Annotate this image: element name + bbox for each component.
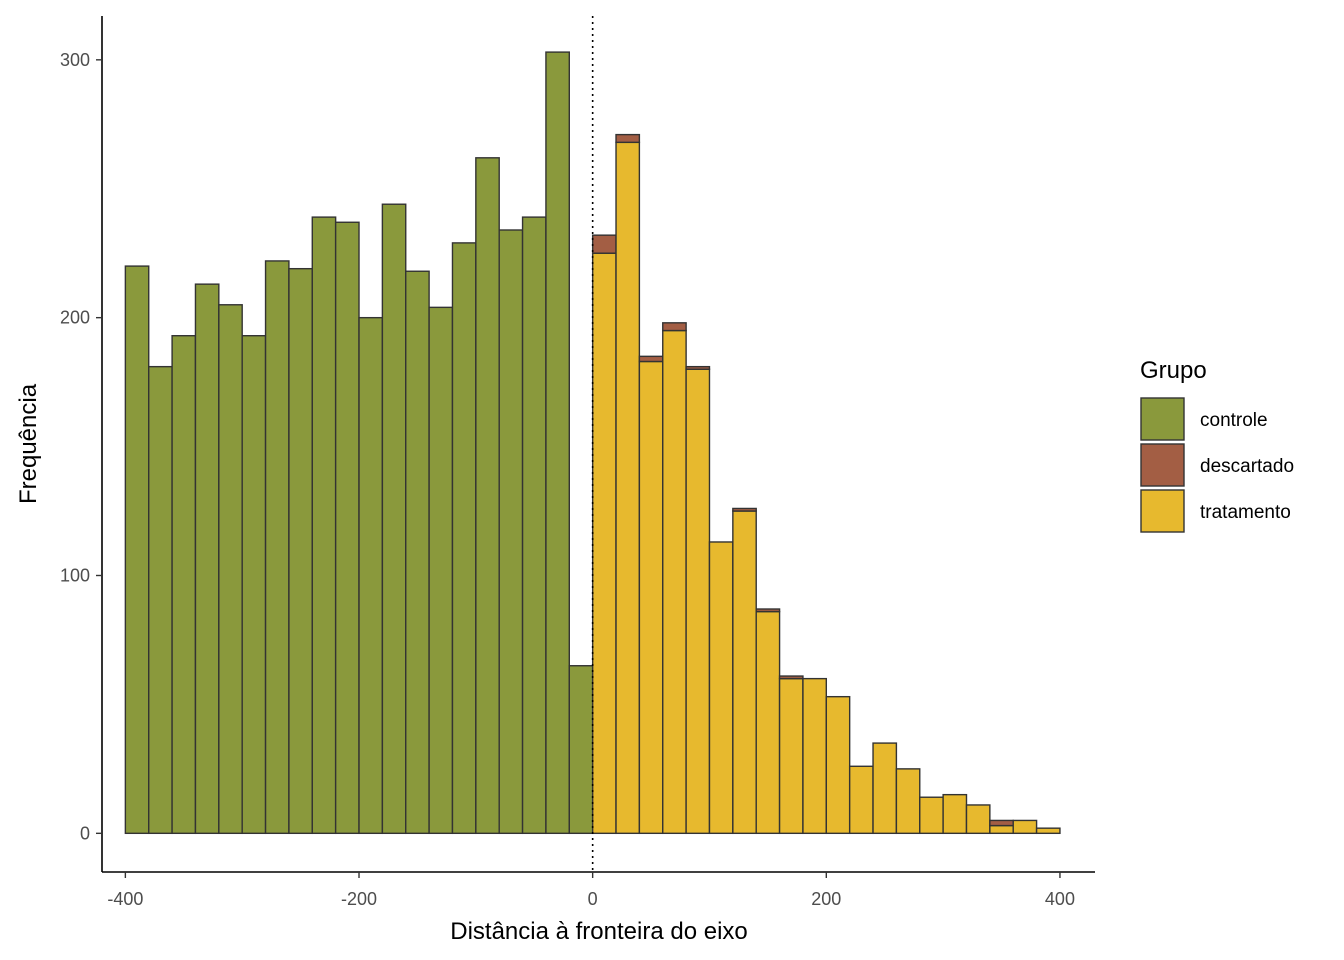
bar-controle bbox=[288, 267, 313, 835]
legend-label-descartado: descartado bbox=[1200, 456, 1294, 477]
x-tick-label: 400 bbox=[1045, 889, 1075, 909]
bar-controle bbox=[428, 306, 454, 835]
legend-label-tratamento: tratamento bbox=[1200, 502, 1291, 523]
bar-tratamento bbox=[615, 141, 641, 835]
legend-swatch-tratamento bbox=[1140, 489, 1185, 533]
bar-controle bbox=[264, 260, 290, 835]
bar-controle bbox=[148, 365, 173, 835]
bar-controle bbox=[218, 304, 243, 835]
x-tick-label: 0 bbox=[588, 889, 598, 909]
bar-controle bbox=[171, 335, 197, 835]
x-axis-title: Distância à fronteira do eixo bbox=[450, 918, 748, 945]
bar-tratamento bbox=[1035, 827, 1061, 835]
bar-tratamento bbox=[755, 610, 781, 835]
bar-descartado bbox=[662, 322, 687, 332]
bar-controle bbox=[521, 216, 547, 835]
bar-tratamento bbox=[778, 677, 804, 835]
bar-controle bbox=[334, 221, 360, 835]
bar-tratamento bbox=[732, 510, 757, 835]
bar-controle bbox=[311, 216, 337, 835]
bar-descartado bbox=[732, 507, 757, 512]
bar-tratamento bbox=[848, 765, 874, 835]
bar-controle bbox=[241, 335, 267, 835]
bar-descartado bbox=[615, 133, 641, 144]
bar-controle bbox=[194, 283, 220, 835]
bar-tratamento bbox=[1012, 819, 1038, 835]
y-axis-title: Frequência bbox=[15, 383, 42, 504]
bar-controle bbox=[451, 242, 477, 835]
bar-descartado bbox=[755, 608, 781, 613]
bar-descartado bbox=[638, 355, 664, 363]
y-axis-ticks: 0 100 200 300 bbox=[60, 50, 102, 843]
bar-tratamento bbox=[989, 824, 1014, 835]
bar-tratamento bbox=[872, 742, 898, 835]
legend-label-controle: controle bbox=[1200, 410, 1268, 431]
bar-tratamento bbox=[919, 796, 944, 835]
legend: Grupo controle descartado tratamento bbox=[1140, 357, 1294, 533]
x-axis-ticks: -400 -200 0 200 400 bbox=[107, 872, 1075, 909]
y-tick-label: 200 bbox=[60, 308, 90, 328]
legend-items: controle descartado tratamento bbox=[1140, 397, 1294, 533]
bar-tratamento bbox=[662, 329, 687, 835]
bar-controle bbox=[405, 270, 430, 835]
bar-descartado bbox=[685, 365, 711, 370]
bar-controle bbox=[124, 265, 150, 835]
bars-layer bbox=[124, 51, 1061, 835]
bar-controle bbox=[381, 203, 407, 835]
bar-controle bbox=[358, 316, 384, 835]
y-tick-label: 100 bbox=[60, 565, 90, 585]
bar-descartado bbox=[778, 675, 804, 680]
bar-tratamento bbox=[825, 695, 851, 835]
legend-swatch-descartado bbox=[1140, 443, 1185, 487]
bar-controle bbox=[545, 51, 570, 835]
bar-controle bbox=[475, 157, 500, 835]
bar-controle bbox=[568, 665, 594, 835]
legend-title: Grupo bbox=[1140, 357, 1207, 384]
bar-controle bbox=[498, 229, 524, 835]
x-tick-label: -400 bbox=[107, 889, 143, 909]
bar-descartado bbox=[989, 819, 1014, 827]
x-tick-label: 200 bbox=[811, 889, 841, 909]
bar-tratamento bbox=[708, 541, 734, 835]
y-tick-label: 0 bbox=[80, 823, 90, 843]
legend-swatch-controle bbox=[1140, 397, 1185, 441]
bar-tratamento bbox=[965, 804, 991, 835]
bar-tratamento bbox=[591, 252, 617, 835]
x-tick-label: -200 bbox=[341, 889, 377, 909]
y-tick-label: 300 bbox=[60, 50, 90, 70]
bar-tratamento bbox=[895, 768, 921, 835]
bar-tratamento bbox=[942, 793, 968, 835]
bar-tratamento bbox=[802, 677, 828, 835]
bar-tratamento bbox=[638, 360, 664, 835]
bar-descartado bbox=[591, 234, 617, 254]
bar-tratamento bbox=[685, 368, 711, 835]
